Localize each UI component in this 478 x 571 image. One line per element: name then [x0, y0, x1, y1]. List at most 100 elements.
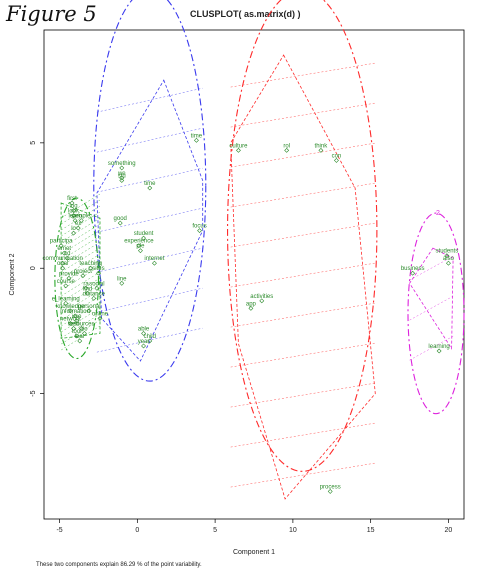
data-point-marker [75, 225, 81, 231]
data-point-label: time [144, 181, 156, 187]
figure-label: Figure 5 [6, 2, 97, 26]
cluster-2-shading [409, 255, 454, 281]
data-point-marker [248, 305, 254, 311]
cluster-4-ellipse [227, 0, 378, 472]
data-point-label: app [246, 301, 257, 307]
cluster-4-shading [230, 62, 376, 88]
data-point-label: find [83, 286, 93, 292]
axes-layer: -5 0 5 10 15 20 -5 0 5 Component 1 Component 2 [9, 141, 452, 556]
data-point-marker [147, 338, 153, 344]
data-point-label: able [138, 326, 150, 332]
data-point-label: resources [68, 321, 94, 327]
y-tick-label: 5 [30, 141, 37, 145]
cluster-2-shading [409, 295, 454, 321]
cluster-4-shading [230, 142, 376, 168]
cluster-2-shading [409, 335, 454, 361]
data-point-label: good [114, 216, 127, 222]
data-point-marker [138, 248, 143, 254]
cluster-1-hull [96, 79, 204, 362]
data-point-marker [63, 283, 69, 289]
cluster-1-shading [96, 127, 203, 153]
data-point-marker [197, 228, 202, 234]
data-point-label: tool [72, 329, 82, 335]
x-tick-label: 20 [445, 527, 453, 534]
data-point-label: course [57, 279, 76, 285]
data-point-marker [86, 308, 92, 314]
data-point-label: focus [192, 224, 206, 230]
data-point-label: activities [250, 294, 273, 300]
data-point-label: social [89, 281, 104, 287]
cluster-2-hull [409, 247, 454, 350]
data-point-label: knowledge [56, 304, 85, 310]
data-point-marker [58, 243, 64, 249]
data-point-marker [74, 318, 80, 324]
x-tick-label: 10 [289, 527, 297, 534]
data-point-marker [83, 285, 89, 291]
data-point-marker [72, 313, 78, 319]
data-point-marker [72, 218, 78, 224]
data-point-label: personal [78, 304, 101, 310]
data-point-marker [259, 298, 265, 304]
data-point-marker [74, 333, 80, 339]
data-point-label: provide [59, 271, 79, 277]
data-point-label: students [436, 249, 459, 255]
variability-footnote: These two components explain 86.29 % of … [36, 562, 202, 568]
data-point-marker [119, 175, 125, 181]
data-point-label: teaching [79, 261, 102, 267]
chart-title: CLUSPLOT( as.matrix(d) ) [190, 9, 301, 19]
data-point-label: process [320, 484, 341, 490]
data-point-marker [94, 285, 100, 291]
cluster-4-shading [230, 382, 376, 408]
data-point-label: network [60, 316, 82, 322]
data-point-marker [69, 200, 75, 206]
data-point-marker [119, 280, 125, 286]
data-point-label: ex [75, 221, 81, 227]
data-point-marker [66, 275, 72, 281]
data-point-label: year [138, 339, 150, 345]
cluster-4-shading [230, 302, 376, 328]
cluster-1-shading [96, 327, 203, 353]
data-point-label: con [332, 153, 342, 159]
data-point-marker [119, 178, 125, 183]
data-point-label: learning [428, 344, 449, 350]
x-tick-label: -5 [56, 527, 62, 534]
data-point-marker [117, 220, 123, 226]
cluster-4-shading [230, 102, 376, 128]
data-point-marker [77, 338, 83, 344]
data-point-label: also [443, 256, 455, 262]
data-point-label: sites [92, 266, 104, 272]
cluster-4-shading [230, 262, 376, 288]
y-axis-title: Component 2 [9, 253, 16, 295]
data-point-label: ple [136, 244, 145, 250]
data-point-label: first [67, 196, 77, 202]
cluster-3-hull [60, 202, 101, 339]
data-point-label: project [74, 269, 92, 275]
data-point-label: line [117, 276, 127, 282]
data-point-marker [88, 265, 94, 271]
data-point-label: stu [118, 173, 126, 179]
cluster-1-shading [96, 87, 203, 113]
plot-frame [43, 29, 465, 520]
data-point-marker [91, 295, 97, 301]
data-point-marker [284, 147, 290, 153]
data-point-label: lo [71, 226, 76, 232]
data-point-marker [141, 331, 146, 336]
data-point-marker [141, 235, 146, 241]
data-point-marker [327, 488, 333, 494]
data-point-label: we [117, 171, 126, 177]
data-point-label: rol [283, 143, 290, 149]
data-point-label: experience [124, 239, 154, 245]
data-point-marker [71, 230, 76, 236]
data-point-label: web [67, 321, 80, 327]
data-point-label: online [92, 311, 109, 317]
data-point-marker [82, 331, 87, 336]
data-point-marker [78, 218, 84, 224]
data-point-marker [64, 255, 70, 261]
cluster-2-ellipse [407, 212, 465, 415]
data-point-marker [152, 260, 157, 266]
data-point-marker [236, 147, 241, 153]
data-point-label: think [315, 143, 329, 149]
data-point-label: onal [57, 261, 68, 267]
data-point-label: ing [70, 204, 78, 210]
